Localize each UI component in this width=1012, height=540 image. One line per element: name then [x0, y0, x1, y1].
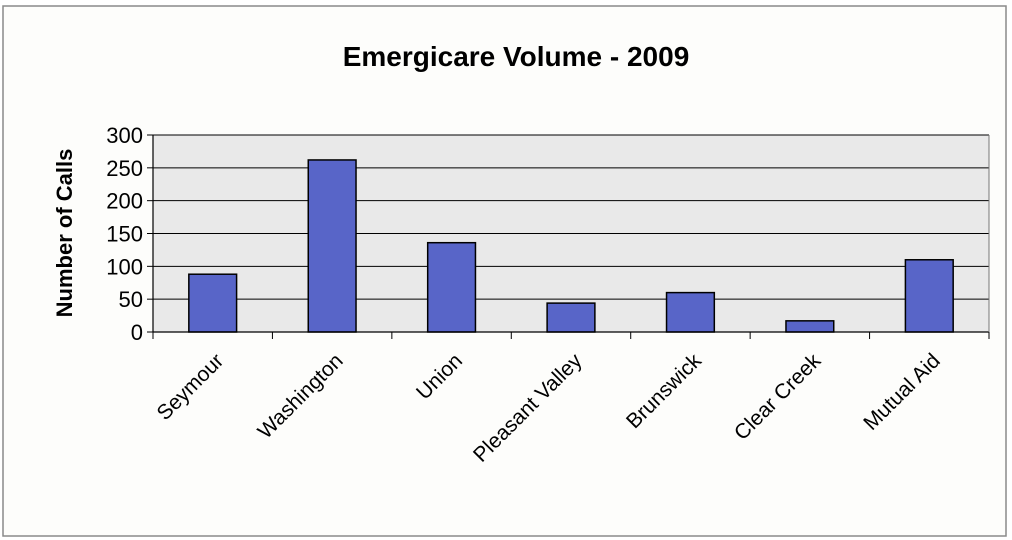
y-tick-label: 200	[106, 189, 143, 214]
bar-seymour	[188, 273, 238, 333]
bar-pleasant-valley	[546, 302, 596, 333]
y-tick-label: 150	[106, 222, 143, 247]
y-tick-label: 250	[106, 156, 143, 181]
bar-brunswick	[665, 291, 716, 333]
y-tick-label: 0	[131, 320, 143, 345]
chart-title: Emergicare Volume - 2009	[343, 41, 690, 72]
y-tick-label: 300	[106, 123, 143, 148]
y-axis-label: Number of Calls	[52, 149, 77, 318]
gridlines	[153, 134, 989, 300]
y-tick-label: 50	[119, 287, 143, 312]
axes	[147, 134, 990, 339]
bar-union	[426, 241, 477, 333]
bars	[188, 159, 954, 333]
bar-mutual-aid	[904, 259, 954, 333]
y-tick-labels: 0 50 100 150 200 250 300	[106, 123, 143, 345]
bar-clear-creek	[785, 320, 835, 333]
y-tick-label: 100	[106, 254, 143, 279]
bar-washington	[307, 159, 357, 333]
